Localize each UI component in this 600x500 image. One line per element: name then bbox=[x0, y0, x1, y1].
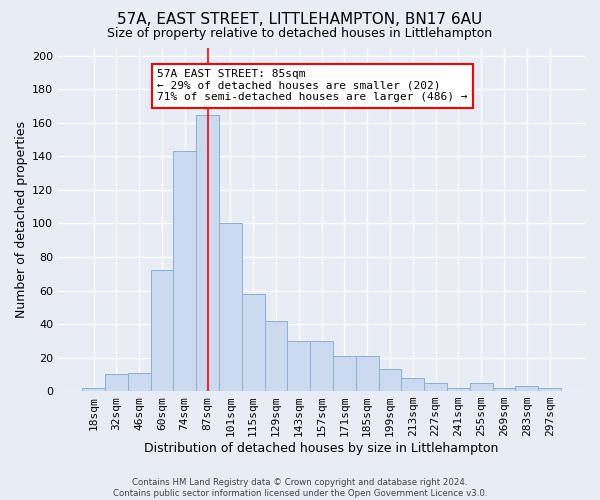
Text: 57A EAST STREET: 85sqm
← 29% of detached houses are smaller (202)
71% of semi-de: 57A EAST STREET: 85sqm ← 29% of detached… bbox=[157, 70, 468, 102]
Bar bbox=[447, 388, 470, 391]
Bar bbox=[515, 386, 538, 391]
Bar bbox=[242, 294, 265, 391]
Text: Contains HM Land Registry data © Crown copyright and database right 2024.
Contai: Contains HM Land Registry data © Crown c… bbox=[113, 478, 487, 498]
Bar bbox=[356, 356, 379, 391]
Bar bbox=[538, 388, 561, 391]
Bar bbox=[333, 356, 356, 391]
Text: 57A, EAST STREET, LITTLEHAMPTON, BN17 6AU: 57A, EAST STREET, LITTLEHAMPTON, BN17 6A… bbox=[118, 12, 482, 28]
Bar bbox=[401, 378, 424, 391]
Bar bbox=[379, 370, 401, 391]
Bar bbox=[196, 114, 219, 391]
Bar bbox=[287, 341, 310, 391]
Bar bbox=[310, 341, 333, 391]
Bar bbox=[470, 382, 493, 391]
Bar bbox=[105, 374, 128, 391]
X-axis label: Distribution of detached houses by size in Littlehampton: Distribution of detached houses by size … bbox=[145, 442, 499, 455]
Bar bbox=[128, 372, 151, 391]
Bar bbox=[173, 152, 196, 391]
Bar bbox=[82, 388, 105, 391]
Text: Size of property relative to detached houses in Littlehampton: Size of property relative to detached ho… bbox=[107, 28, 493, 40]
Y-axis label: Number of detached properties: Number of detached properties bbox=[15, 121, 28, 318]
Bar bbox=[151, 270, 173, 391]
Bar bbox=[219, 224, 242, 391]
Bar bbox=[265, 320, 287, 391]
Bar bbox=[424, 382, 447, 391]
Bar bbox=[493, 388, 515, 391]
